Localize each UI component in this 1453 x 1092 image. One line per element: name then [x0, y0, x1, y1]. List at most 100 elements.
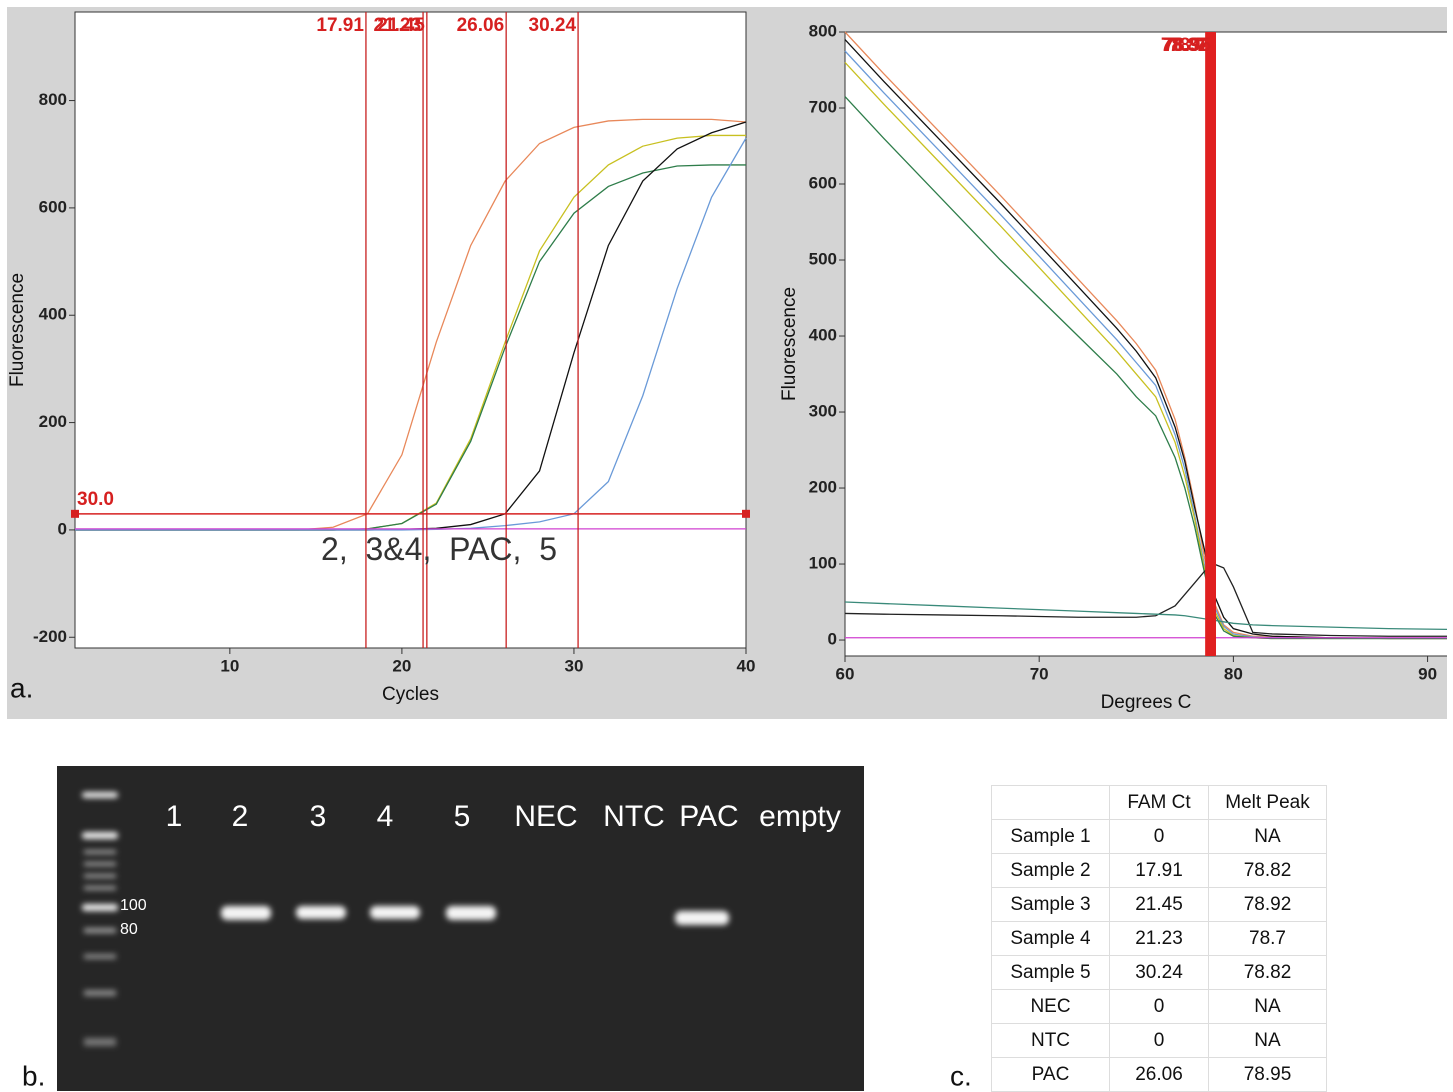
y-tick-label: 400	[39, 305, 67, 324]
plot-area	[845, 32, 1447, 656]
y-tick-label: 800	[809, 21, 837, 40]
ladder-label: 80	[120, 921, 138, 938]
table-row: PAC 26.06 78.95	[991, 1057, 1327, 1092]
peak-label: 78.95	[1163, 35, 1211, 56]
curve	[844, 601, 1448, 631]
table-row: Sample 5 30.24 78.82	[991, 955, 1327, 990]
curve	[844, 563, 1447, 637]
table-row: Sample 2 17.91 78.82	[991, 853, 1327, 888]
lane-label: 5	[454, 800, 471, 833]
y-tick-label: 400	[809, 326, 837, 345]
y-tick-label: 700	[809, 97, 837, 116]
table-cell: 0	[1109, 819, 1209, 854]
y-tick-label: 200	[809, 478, 837, 497]
table-cell: NA	[1208, 989, 1327, 1024]
table-cell: 21.23	[1109, 921, 1209, 956]
ct-label: 26.06	[457, 15, 505, 36]
plot-area	[74, 11, 747, 649]
table-cell: Sample 3	[991, 887, 1110, 922]
ct-label: 21.45	[377, 15, 425, 36]
table-cell: 0	[1109, 1023, 1209, 1058]
lane-label: NEC	[514, 800, 577, 833]
y-tick-label: 500	[809, 249, 837, 268]
table-cell: 78.7	[1208, 921, 1327, 956]
x-tick-label: 90	[1418, 664, 1437, 683]
results-table: FAM Ct Melt Peak Sample 1 0 NA Sample 2 17.91 7…	[991, 785, 1327, 1092]
y-tick-label: 100	[809, 554, 837, 573]
x-tick-label: 80	[1224, 664, 1243, 683]
x-tick-label: 40	[737, 656, 756, 675]
threshold-label: 30.0	[77, 489, 114, 510]
lane-label: PAC	[679, 800, 738, 833]
y-tick-label: -200	[33, 627, 67, 646]
x-tick-label: 70	[1030, 664, 1049, 683]
table-row: NEC 0 NA	[991, 989, 1327, 1024]
lane-label: 2	[232, 800, 249, 833]
table-cell: 0	[1109, 989, 1209, 1024]
table-cell: NTC	[991, 1023, 1110, 1058]
table-cell: NA	[1208, 819, 1327, 854]
table-row: Sample 4 21.23 78.7	[991, 921, 1327, 956]
annotation: 2, 3&4, PAC, 5	[321, 531, 557, 567]
x-axis-title: Degrees C	[1101, 692, 1192, 713]
table-row: FAM Ct Melt Peak	[991, 785, 1327, 820]
table-cell: Sample 1	[991, 819, 1110, 854]
table-cell: 78.92	[1208, 887, 1327, 922]
table-cell: 21.45	[1109, 887, 1209, 922]
panel-label: c.	[950, 1060, 972, 1091]
y-tick-label: 0	[828, 630, 837, 649]
table-row: Sample 3 21.45 78.92	[991, 887, 1327, 922]
lane-label: 4	[377, 800, 394, 833]
y-tick-label: 300	[809, 402, 837, 421]
x-tick-label: 30	[564, 656, 583, 675]
gel-image	[57, 766, 864, 1091]
x-axis-title: Cycles	[382, 684, 439, 705]
table-cell: 78.82	[1208, 853, 1327, 888]
table-cell: NA	[1208, 1023, 1327, 1058]
peak-line	[1205, 32, 1212, 656]
table-cell: Melt Peak	[1208, 785, 1327, 820]
y-axis-title: Fluorescence	[779, 287, 800, 401]
x-tick-label: 60	[836, 664, 855, 683]
panel-label: b.	[22, 1060, 45, 1091]
lane-label: 3	[310, 800, 327, 833]
peak-label: 78.7	[1169, 35, 1206, 56]
table-cell: Sample 5	[991, 955, 1110, 990]
peak-label: 78.82	[1161, 35, 1209, 56]
lane-label: NTC	[603, 800, 665, 833]
table-row: Sample 1 0 NA	[991, 819, 1327, 854]
table-cell: 26.06	[1109, 1057, 1209, 1092]
table-cell	[991, 785, 1110, 820]
y-tick-label: 800	[39, 90, 67, 109]
ct-label: 17.91	[316, 15, 364, 36]
gel-bands	[221, 906, 729, 925]
y-axis-title: Fluorescence	[7, 273, 28, 387]
table-row: NTC 0 NA	[991, 1023, 1327, 1058]
lane-label: empty	[759, 800, 841, 833]
peak-line	[1209, 32, 1216, 656]
x-tick-label: 20	[392, 656, 411, 675]
table-cell: 78.95	[1208, 1057, 1327, 1092]
ct-label: 30.24	[529, 15, 577, 36]
panel-label: a.	[10, 672, 33, 703]
threshold-handle	[71, 509, 79, 518]
y-tick-label: 0	[58, 519, 67, 538]
x-tick-label: 10	[220, 656, 239, 675]
peak-label: 78.92	[1163, 35, 1211, 56]
table-cell: 30.24	[1109, 955, 1209, 990]
ladder	[82, 792, 118, 1046]
threshold-handle	[742, 509, 750, 518]
table-cell: NEC	[991, 989, 1110, 1024]
curve	[844, 39, 1447, 640]
table-cell: Sample 2	[991, 853, 1110, 888]
y-tick-label: 600	[39, 197, 67, 216]
lane-label: 1	[166, 800, 183, 833]
table-cell: Sample 4	[991, 921, 1110, 956]
table-cell: PAC	[991, 1057, 1110, 1092]
table-cell: 78.82	[1208, 955, 1327, 990]
ladder-label: 100	[120, 897, 147, 914]
y-tick-label: 200	[39, 412, 67, 431]
curve	[844, 31, 1447, 640]
table-cell: 17.91	[1109, 853, 1209, 888]
